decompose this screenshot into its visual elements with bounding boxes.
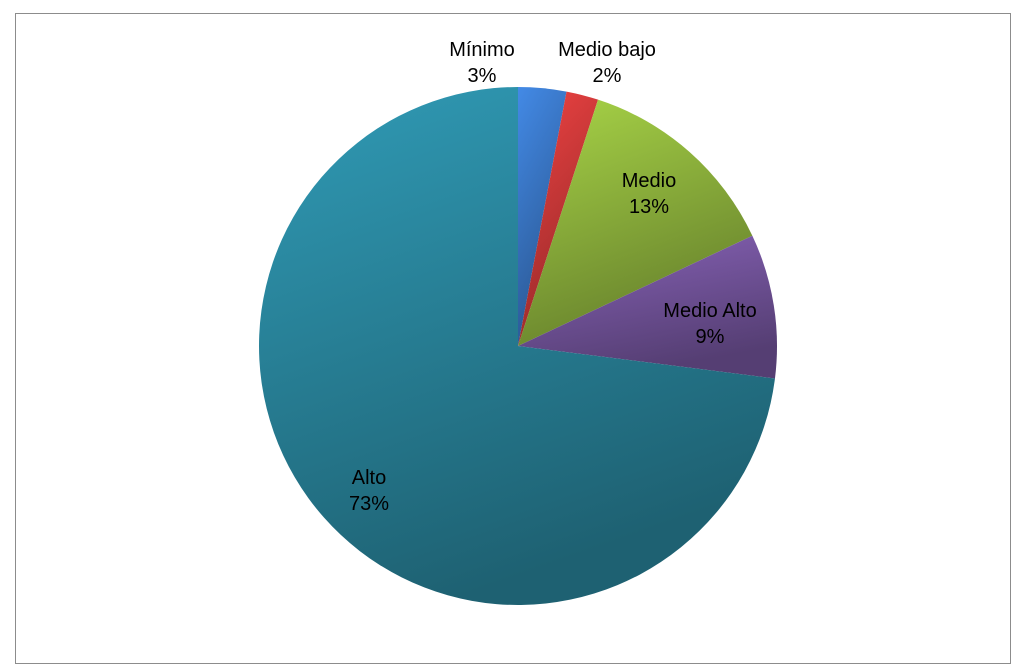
data-label-medio-alto: Medio Alto 9%: [663, 300, 756, 348]
pie-slice-medio: [518, 99, 753, 347]
pie-slice-medio-bajo: [518, 91, 599, 346]
pie-slice-mínimo: [518, 87, 567, 346]
data-label-alto: Alto 73%: [349, 467, 389, 515]
data-label-mínimo: Mínimo 3%: [449, 39, 515, 87]
chart-area: Mínimo 3% Medio bajo 2% Medio 13% Medio Alto 9%…: [15, 13, 1011, 664]
pie-slice-medio-alto: [518, 235, 778, 379]
data-label-medio-bajo: Medio bajo 2%: [558, 39, 656, 87]
data-label-medio: Medio 13%: [622, 170, 676, 218]
pie-chart: Mínimo 3% Medio bajo 2% Medio 13% Medio Alto 9%…: [259, 39, 778, 605]
pie-slice-alto: [259, 87, 775, 605]
